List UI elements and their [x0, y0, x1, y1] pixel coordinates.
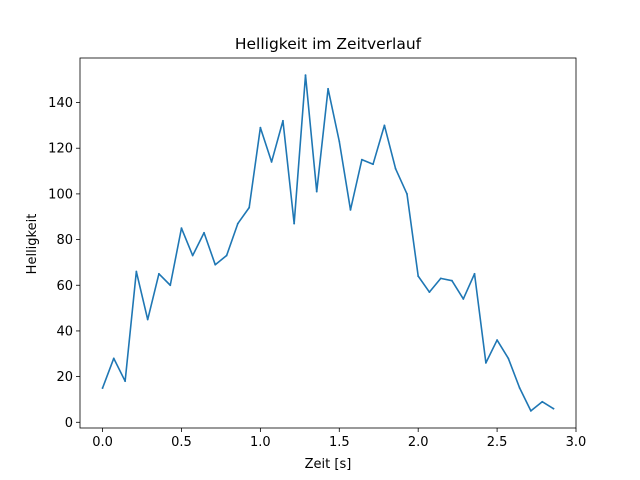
data-point [112, 357, 115, 360]
x-tick-label: 3.0 [566, 435, 587, 450]
data-point [406, 193, 408, 195]
data-point [360, 158, 363, 161]
plot-area: 0.0 0.5 1.0 1.5 2.0 2.5 3.0 0 20 40 60 80 100 120 140 [48, 57, 587, 450]
data-point [541, 400, 544, 403]
data-point [518, 387, 521, 389]
data-point [394, 167, 397, 170]
data-point [315, 190, 318, 193]
x-tick-label: 2.0 [408, 435, 429, 450]
data-point [124, 380, 127, 383]
x-tick-label: 0.0 [92, 435, 113, 450]
data-point [236, 222, 239, 225]
data-point [428, 291, 431, 293]
x-tick-label: 0.5 [171, 435, 192, 450]
data-point [135, 270, 138, 273]
y-tick-label: 140 [48, 96, 73, 111]
data-point [270, 161, 273, 163]
y-tick-label: 20 [56, 370, 73, 385]
data-point [372, 163, 374, 166]
data-point [383, 124, 386, 127]
data-point [191, 254, 194, 257]
x-tick-label: 1.5 [329, 435, 350, 450]
data-point [101, 387, 104, 389]
data-point [417, 275, 420, 278]
y-axis-label: Helligkeit [25, 214, 40, 275]
data-point [529, 409, 532, 412]
y-tick-label: 60 [56, 279, 73, 294]
x-tick-label: 2.5 [487, 435, 508, 450]
data-point [293, 222, 296, 225]
x-tick-label: 1.0 [250, 435, 271, 450]
data-point [484, 362, 487, 364]
data-point [462, 298, 465, 300]
y-tick-label: 0 [65, 416, 73, 431]
y-tick-label: 100 [48, 187, 73, 202]
data-point [169, 284, 172, 287]
data-point [158, 272, 160, 275]
data-point [304, 74, 307, 77]
data-point [451, 279, 453, 282]
data-point [507, 357, 510, 360]
data-point [180, 227, 183, 230]
data-point [349, 208, 352, 211]
chart-title: Helligkeit im Zeitverlauf [235, 35, 422, 53]
data-point [439, 277, 442, 280]
x-axis-label: Zeit [s] [305, 457, 352, 472]
data-point [248, 206, 251, 209]
data-point [552, 407, 555, 410]
axes-frame [79, 57, 577, 429]
data-point [214, 263, 217, 266]
data-point [203, 231, 205, 234]
data-point [282, 119, 284, 122]
data-point [473, 272, 476, 275]
data-point [146, 318, 149, 321]
data-point [225, 254, 228, 257]
y-tick-label: 120 [48, 142, 73, 157]
data-point [259, 126, 262, 129]
y-tick-label: 80 [56, 233, 73, 248]
data-point [496, 339, 498, 341]
data-point [338, 140, 341, 143]
data-point [327, 87, 329, 90]
y-tick-label: 40 [56, 324, 73, 339]
